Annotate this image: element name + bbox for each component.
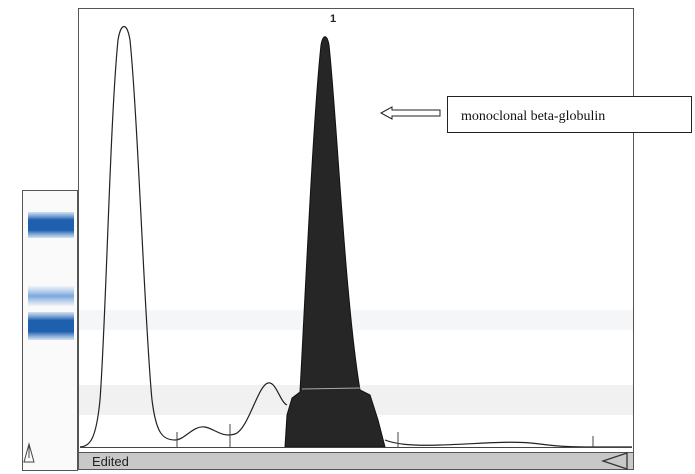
scan-noise	[78, 310, 633, 330]
gel-band	[28, 312, 74, 340]
electrophoresis-scan: Edited 1 monoclonal beta-globulin	[0, 0, 695, 474]
page: Edited 1 monoclonal beta-globulin (() =>…	[0, 0, 695, 474]
status-bar	[79, 453, 634, 470]
peak-label: 1	[330, 13, 336, 25]
annotation-text: monoclonal beta-globulin	[461, 109, 605, 124]
status-text: Edited	[92, 454, 129, 469]
annotation-arrow	[381, 107, 440, 119]
gel-band	[28, 212, 74, 238]
gel-band	[28, 286, 74, 306]
